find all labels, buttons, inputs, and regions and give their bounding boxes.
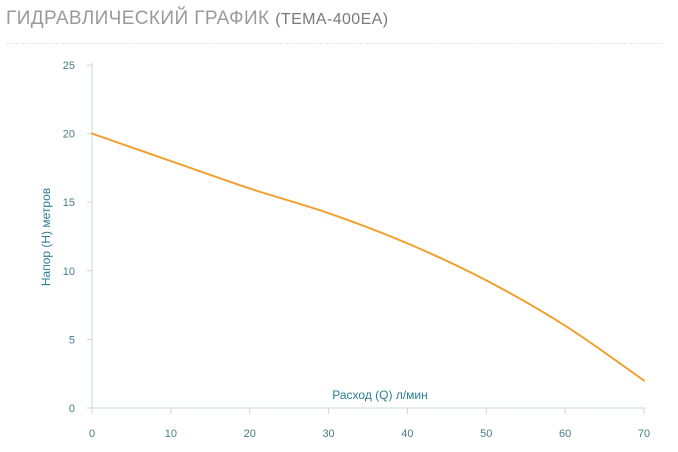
- y-axis-label: Напор (H) метров: [39, 188, 53, 286]
- x-tick-label: 10: [165, 428, 177, 440]
- y-tick-label: 0: [69, 403, 75, 415]
- chart-title: ГИДРАВЛИЧЕСКИЙ ГРАФИК (TEMA-400EA): [6, 8, 388, 30]
- y-tick-label: 25: [63, 60, 75, 72]
- x-tick-label: 70: [638, 428, 650, 440]
- chart-title-main: ГИДРАВЛИЧЕСКИЙ ГРАФИК: [6, 8, 270, 29]
- x-tick-label: 0: [89, 428, 95, 440]
- y-tick-label: 10: [63, 266, 75, 278]
- x-tick-label: 40: [401, 428, 413, 440]
- title-divider: [6, 43, 662, 44]
- chart-ticks: 0 5 10 15 20 25 0 10 20 30 40 50 60 70: [63, 60, 650, 440]
- x-tick-label: 50: [480, 428, 492, 440]
- x-tick-label: 60: [559, 428, 571, 440]
- chart-series: [91, 132, 645, 382]
- series-line: [91, 132, 645, 382]
- x-tick-label: 30: [322, 428, 334, 440]
- y-tick-label: 15: [63, 197, 75, 209]
- x-tick-label: 20: [244, 428, 256, 440]
- y-tick-label: 20: [63, 129, 75, 141]
- chart-title-model: (TEMA-400EA): [275, 11, 389, 28]
- x-axis-label: Расход (Q) л/мин: [332, 388, 427, 402]
- y-tick-label: 5: [69, 334, 75, 346]
- chart-axes: [91, 63, 646, 409]
